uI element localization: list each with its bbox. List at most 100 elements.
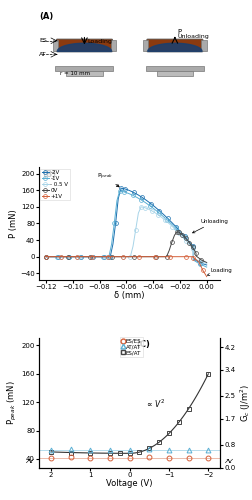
0V <box>182 234 185 239</box>
AT/AT <box>186 448 190 454</box>
- 0.5 V <box>121 254 124 260</box>
Text: P: P <box>177 28 181 34</box>
0V <box>44 254 47 260</box>
0V <box>177 230 180 235</box>
-1V <box>110 241 113 247</box>
- 0.5 V <box>170 224 173 230</box>
-2V <box>191 256 194 262</box>
-2V <box>85 254 88 260</box>
- 0.5 V <box>191 246 194 252</box>
0V <box>170 239 173 245</box>
- 0.5 V <box>44 254 47 260</box>
-2V <box>114 220 117 226</box>
AT/AT <box>49 447 52 453</box>
-1V <box>131 192 134 198</box>
AT/AT <box>69 446 72 452</box>
-2V <box>97 254 100 260</box>
- 0.5 V <box>105 254 108 260</box>
+1V <box>52 254 55 260</box>
- 0.5 V <box>156 212 159 218</box>
+1V <box>152 254 155 260</box>
+1V <box>90 254 93 260</box>
ES/AT <box>88 450 91 456</box>
+1V <box>160 254 163 260</box>
- 0.5 V <box>75 254 78 260</box>
Text: Unloading: Unloading <box>192 220 227 233</box>
0V <box>153 254 156 260</box>
-2V <box>111 241 114 247</box>
- 0.5 V <box>191 255 194 261</box>
0V <box>183 236 186 242</box>
-2V <box>103 254 106 260</box>
-2V <box>108 254 111 260</box>
- 0.5 V <box>59 254 62 260</box>
-1V <box>61 254 64 260</box>
+1V <box>145 254 148 260</box>
- 0.5 V <box>52 254 55 260</box>
Text: Loading: Loading <box>87 38 112 44</box>
- 0.5 V <box>134 226 137 232</box>
+1V <box>83 254 86 260</box>
- 0.5 V <box>163 218 166 224</box>
-1V <box>198 261 201 267</box>
AT/AT <box>128 447 131 453</box>
Text: (B): (B) <box>42 170 56 179</box>
0V <box>199 257 202 263</box>
-1V <box>187 239 190 245</box>
-1V <box>135 194 138 200</box>
Line: -2V: -2V <box>44 186 208 267</box>
Y-axis label: P$_{peak}$ (mN): P$_{peak}$ (mN) <box>6 380 19 426</box>
ES/AT <box>177 420 180 426</box>
Text: AT: AT <box>39 52 47 57</box>
0V <box>164 254 167 260</box>
+1V <box>67 254 70 260</box>
- 0.5 V <box>204 260 207 266</box>
Text: ES: ES <box>39 38 47 43</box>
-2V <box>149 200 152 206</box>
0V <box>121 254 124 260</box>
Line: +1V: +1V <box>44 254 208 278</box>
AT/AT <box>108 447 111 453</box>
Y-axis label: G$_c$ (J/m$^2$): G$_c$ (J/m$^2$) <box>237 384 252 422</box>
0V <box>175 229 178 235</box>
Bar <box>53 40 58 52</box>
0V <box>194 250 197 256</box>
Line: ES/AT: ES/AT <box>48 372 210 456</box>
-1V <box>115 198 118 203</box>
ES/AT <box>167 430 170 436</box>
-1V <box>156 210 160 216</box>
- 0.5 V <box>82 254 85 260</box>
-1V <box>191 257 194 263</box>
+1V <box>183 254 186 260</box>
AT/AT <box>206 447 209 453</box>
- 0.5 V <box>67 254 70 260</box>
-2V <box>187 238 190 244</box>
0V <box>167 248 170 254</box>
Text: Loading: Loading <box>207 268 232 276</box>
-1V <box>126 190 129 196</box>
-2V <box>170 220 173 226</box>
+1V <box>75 254 78 260</box>
-2V <box>204 262 207 268</box>
Y-axis label: P (mN): P (mN) <box>9 209 17 238</box>
-2V <box>182 234 185 239</box>
-2V <box>153 204 156 210</box>
ES/AT <box>137 449 140 455</box>
-2V <box>132 190 135 196</box>
0V <box>204 260 207 266</box>
ES/ES <box>147 454 150 460</box>
AT/AT <box>147 446 150 452</box>
- 0.5 V <box>142 204 145 210</box>
0V <box>178 230 181 236</box>
-1V <box>148 203 151 209</box>
+1V <box>106 254 109 260</box>
-2V <box>140 194 143 200</box>
- 0.5 V <box>146 206 149 212</box>
+1V <box>44 254 47 260</box>
-1V <box>107 254 110 260</box>
0V <box>77 254 80 260</box>
Line: -1V: -1V <box>44 189 208 269</box>
Line: 0V: 0V <box>44 230 208 264</box>
ES/AT <box>49 449 52 455</box>
-1V <box>90 254 93 260</box>
